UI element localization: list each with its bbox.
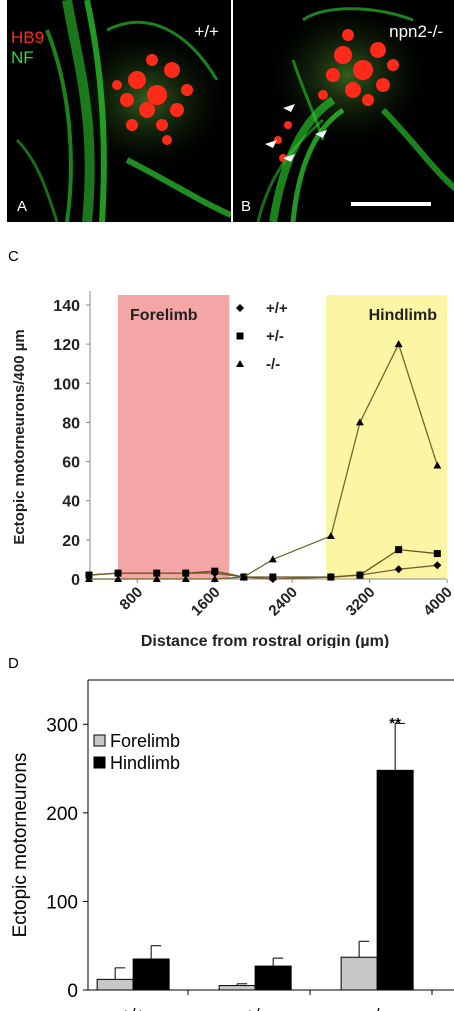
point-square (433, 550, 441, 558)
region-label: Hindlimb (369, 307, 438, 324)
bar (96, 978, 134, 991)
legend-label: -/- (266, 356, 280, 373)
point-diamond (236, 304, 244, 312)
point-square (395, 546, 403, 554)
legend-label: Hindlimb (110, 753, 180, 773)
y-tick-label: 140 (53, 298, 80, 315)
micrograph-a-drawing (15, 0, 231, 222)
micrograph-b: npn2-/- B (233, 0, 454, 222)
point-triangle (114, 575, 123, 582)
point-diamond (433, 561, 442, 570)
micrograph-b-drawing (256, 5, 454, 222)
bar-chart: 0 100 200 300 Ectopic motorneurons +/+ +/- -/- *… (10, 679, 454, 1011)
point-triangle (268, 555, 277, 563)
point-square (236, 332, 244, 340)
x-tick-label: 800 (116, 584, 146, 614)
y-axis-title: Ectopic motorneurons (10, 753, 31, 938)
point-square (211, 567, 219, 575)
y-tick-label: 120 (53, 337, 80, 354)
point-square (153, 569, 161, 577)
point-triangle (181, 575, 190, 582)
genotype-label-b: npn2-/- (389, 22, 443, 41)
x-tick-label: -/- (369, 1005, 385, 1011)
x-tick-label: 1600 (188, 584, 224, 620)
region-band (118, 295, 230, 579)
point-square (327, 573, 335, 581)
genotype-label-a: +/+ (194, 22, 219, 41)
x-tick-label: +/- (245, 1005, 265, 1011)
point-triangle (152, 575, 161, 582)
y-tick-label: 0 (71, 572, 80, 589)
y-axis-title: Ectopic motorneurons/400 µm (11, 329, 28, 544)
x-axis-title: Distance from rostral origin (µm) (141, 633, 389, 648)
point-triangle (355, 418, 364, 426)
bar (132, 958, 170, 991)
point-triangle (210, 575, 219, 582)
point-triangle (326, 531, 335, 539)
nf-label: NF (11, 48, 34, 67)
point-square (356, 571, 364, 579)
point-triangle (236, 360, 244, 367)
point-triangle (433, 461, 442, 469)
x-tick-label: 3200 (343, 584, 379, 620)
point-triangle (394, 340, 403, 348)
y-tick-label: 0 (67, 981, 78, 1002)
panel-letter-b: B (241, 198, 252, 215)
x-tick-label: 4000 (420, 584, 454, 620)
bar (254, 965, 292, 991)
point-square (182, 569, 190, 577)
point-square (269, 573, 277, 581)
x-tick-label: +/+ (121, 1005, 146, 1011)
point-triangle (239, 573, 248, 581)
panel-letter-d: D (8, 655, 19, 672)
y-tick-label: 100 (53, 376, 80, 393)
y-tick-label: 200 (46, 804, 78, 825)
y-tick-label: 60 (62, 455, 80, 472)
significance-annotation: ** (389, 715, 401, 732)
line-chart: Forelimb Hindlimb 0 20 40 60 80 100 120 140 800 160… (11, 291, 454, 648)
panel-letter-a: A (17, 198, 28, 215)
legend-label: Forelimb (110, 731, 180, 751)
legend-swatch (93, 734, 106, 747)
micrograph-a: HB9 NF +/+ A (7, 0, 231, 222)
x-tick-label: 2400 (265, 584, 301, 620)
bar (340, 956, 378, 991)
legend-swatch (93, 756, 106, 769)
y-tick-label: 100 (46, 892, 78, 913)
y-tick-label: 40 (62, 494, 80, 511)
region-band (326, 295, 447, 579)
y-tick-label: 80 (62, 415, 80, 432)
legend-label: +/- (266, 328, 284, 345)
region-label: Forelimb (130, 307, 198, 324)
bar (376, 769, 414, 991)
bar (218, 985, 256, 991)
hb9-label: HB9 (11, 28, 45, 47)
point-square (114, 569, 122, 577)
y-tick-label: 300 (46, 715, 78, 736)
point-triangle (85, 575, 93, 582)
point-diamond (394, 565, 403, 574)
panel-letter-c: C (8, 248, 19, 265)
y-tick-label: 20 (62, 533, 80, 550)
legend-label: +/+ (266, 300, 288, 317)
